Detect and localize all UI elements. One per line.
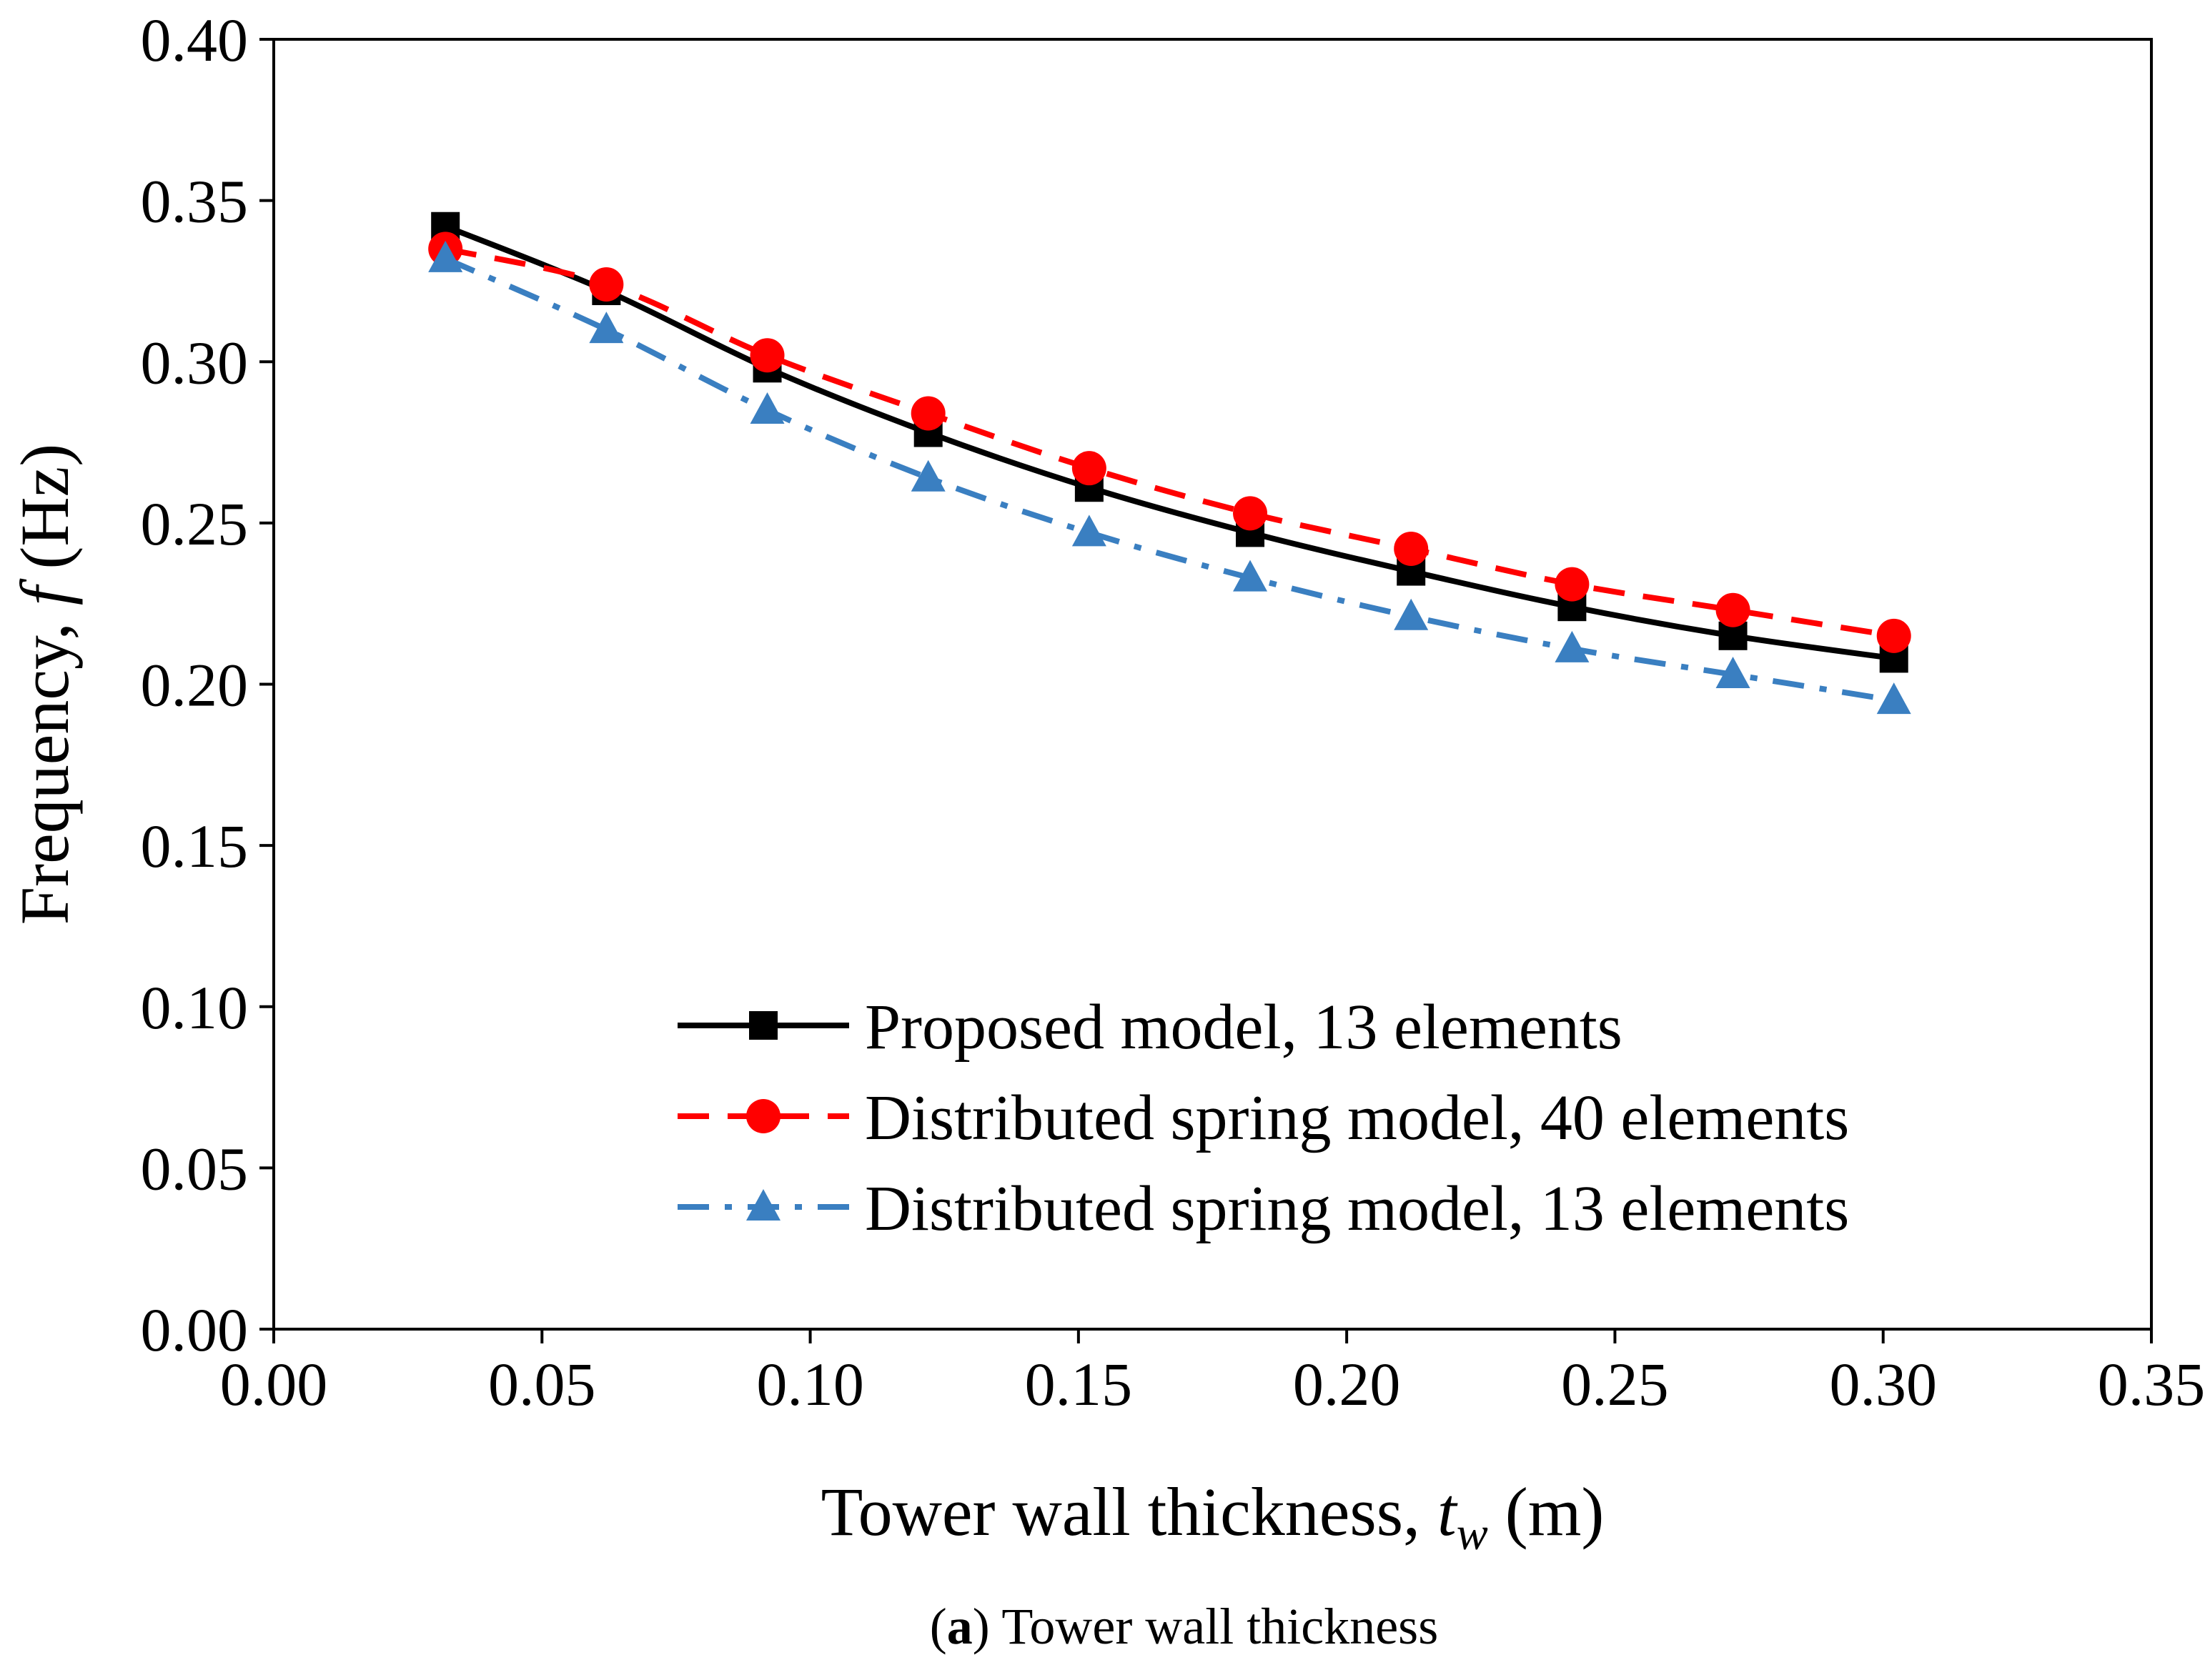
data-point bbox=[750, 338, 785, 372]
x-tick-label: 0.15 bbox=[1025, 1350, 1133, 1418]
data-point bbox=[589, 267, 623, 302]
y-tick-label: 0.05 bbox=[141, 1134, 249, 1203]
legend-label: Proposed model, 13 elements bbox=[865, 992, 1622, 1063]
legend-entry: Distributed spring model, 13 elements bbox=[678, 1173, 1849, 1244]
x-tick-label: 0.35 bbox=[2098, 1350, 2205, 1418]
y-axis-title: Frequency, f (Hz) bbox=[6, 444, 83, 925]
y-tick-label: 0.30 bbox=[141, 328, 249, 397]
series-layer bbox=[428, 212, 1911, 714]
y-tick-label: 0.35 bbox=[141, 167, 249, 236]
y-tick-label: 0.20 bbox=[141, 651, 249, 720]
y-tick-label: 0.10 bbox=[141, 973, 249, 1042]
series-line bbox=[445, 259, 1894, 700]
data-point bbox=[1716, 593, 1750, 627]
data-point bbox=[1877, 619, 1911, 653]
x-tick-label: 0.05 bbox=[488, 1350, 596, 1418]
figure-caption: (a) Tower wall thickness bbox=[930, 1598, 1438, 1655]
data-point bbox=[1233, 496, 1267, 530]
x-tick-label: 0.10 bbox=[756, 1350, 864, 1418]
legend: Proposed model, 13 elements Distributed s… bbox=[678, 992, 1849, 1244]
data-point bbox=[1555, 631, 1589, 662]
data-point bbox=[1394, 599, 1428, 630]
data-point bbox=[1877, 682, 1911, 714]
data-point bbox=[589, 312, 623, 343]
x-axis-title: Tower wall thickness, tw (m) bbox=[821, 1473, 1605, 1560]
x-tick-label: 0.25 bbox=[1561, 1350, 1669, 1418]
x-tick-label: 0.30 bbox=[1829, 1350, 1937, 1418]
legend-entry: Proposed model, 13 elements bbox=[678, 992, 1622, 1063]
series-line bbox=[445, 227, 1894, 659]
legend-marker bbox=[749, 1011, 778, 1040]
series-1 bbox=[431, 212, 1908, 673]
series-line bbox=[445, 249, 1894, 636]
series-2 bbox=[428, 232, 1911, 653]
y-tick-label: 0.40 bbox=[141, 6, 249, 74]
data-point bbox=[1555, 567, 1589, 602]
data-point bbox=[911, 396, 946, 430]
legend-label: Distributed spring model, 13 elements bbox=[865, 1173, 1849, 1244]
data-point bbox=[1072, 515, 1106, 546]
legend-label: Distributed spring model, 40 elements bbox=[865, 1083, 1849, 1153]
x-tick-label: 0.20 bbox=[1293, 1350, 1401, 1418]
y-tick-label: 0.25 bbox=[141, 489, 249, 558]
legend-marker bbox=[746, 1099, 781, 1133]
legend-entry: Distributed spring model, 40 elements bbox=[678, 1083, 1849, 1153]
y-tick-label: 0.15 bbox=[141, 812, 249, 880]
data-point bbox=[1394, 532, 1428, 566]
y-tick-label: 0.00 bbox=[141, 1296, 249, 1364]
data-point bbox=[750, 392, 785, 424]
data-point bbox=[1072, 451, 1106, 485]
